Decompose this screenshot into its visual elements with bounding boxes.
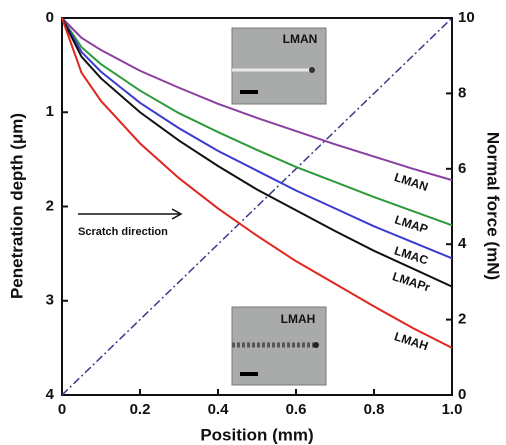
y2-tick-label: 2 bbox=[458, 311, 466, 328]
inset-tip bbox=[313, 342, 319, 348]
inset-tip bbox=[309, 67, 315, 73]
x-tick-label: 0.2 bbox=[130, 401, 151, 418]
series-line bbox=[61, 17, 453, 260]
inset-bottom: LMAH bbox=[231, 306, 327, 386]
x-tick-label: 0.8 bbox=[364, 401, 385, 418]
y2-axis-title: Normal force (mN) bbox=[484, 132, 503, 280]
y-tick-label: 2 bbox=[46, 197, 54, 214]
y-tick-label: 1 bbox=[46, 103, 54, 120]
series-label: LMAN bbox=[393, 170, 430, 194]
inset-top: LMAN bbox=[231, 27, 327, 105]
force-line bbox=[61, 17, 453, 396]
series-label: LMAPr bbox=[391, 269, 432, 294]
scale-bar bbox=[240, 372, 258, 376]
annotation: Scratch direction bbox=[78, 226, 168, 238]
x-tick-label: 0 bbox=[58, 401, 66, 418]
y-tick-label: 4 bbox=[46, 386, 55, 403]
y-axis-title: Penetration depth (μm) bbox=[7, 113, 26, 299]
scale-bar bbox=[240, 90, 258, 94]
y-tick-label: 0 bbox=[46, 9, 54, 26]
y2-tick-label: 6 bbox=[458, 160, 466, 177]
y-tick-label: 3 bbox=[46, 292, 54, 309]
arrow-head bbox=[171, 208, 183, 220]
series-line bbox=[61, 17, 453, 288]
y2-tick-label: 8 bbox=[458, 84, 466, 101]
x-tick-label: 0.6 bbox=[286, 401, 307, 418]
y2-tick-label: 4 bbox=[458, 235, 467, 252]
x-axis-title: Position (mm) bbox=[200, 425, 313, 444]
y2-tick-label: 0 bbox=[458, 386, 466, 403]
inset-label: LMAH bbox=[281, 312, 316, 326]
series-line bbox=[61, 17, 453, 182]
series-line bbox=[61, 17, 453, 227]
inset-label: LMAN bbox=[283, 32, 318, 46]
x-tick-label: 1.0 bbox=[442, 401, 463, 418]
x-tick-label: 0.4 bbox=[208, 401, 230, 418]
series-line bbox=[61, 17, 453, 349]
y2-tick-label: 10 bbox=[458, 9, 475, 26]
